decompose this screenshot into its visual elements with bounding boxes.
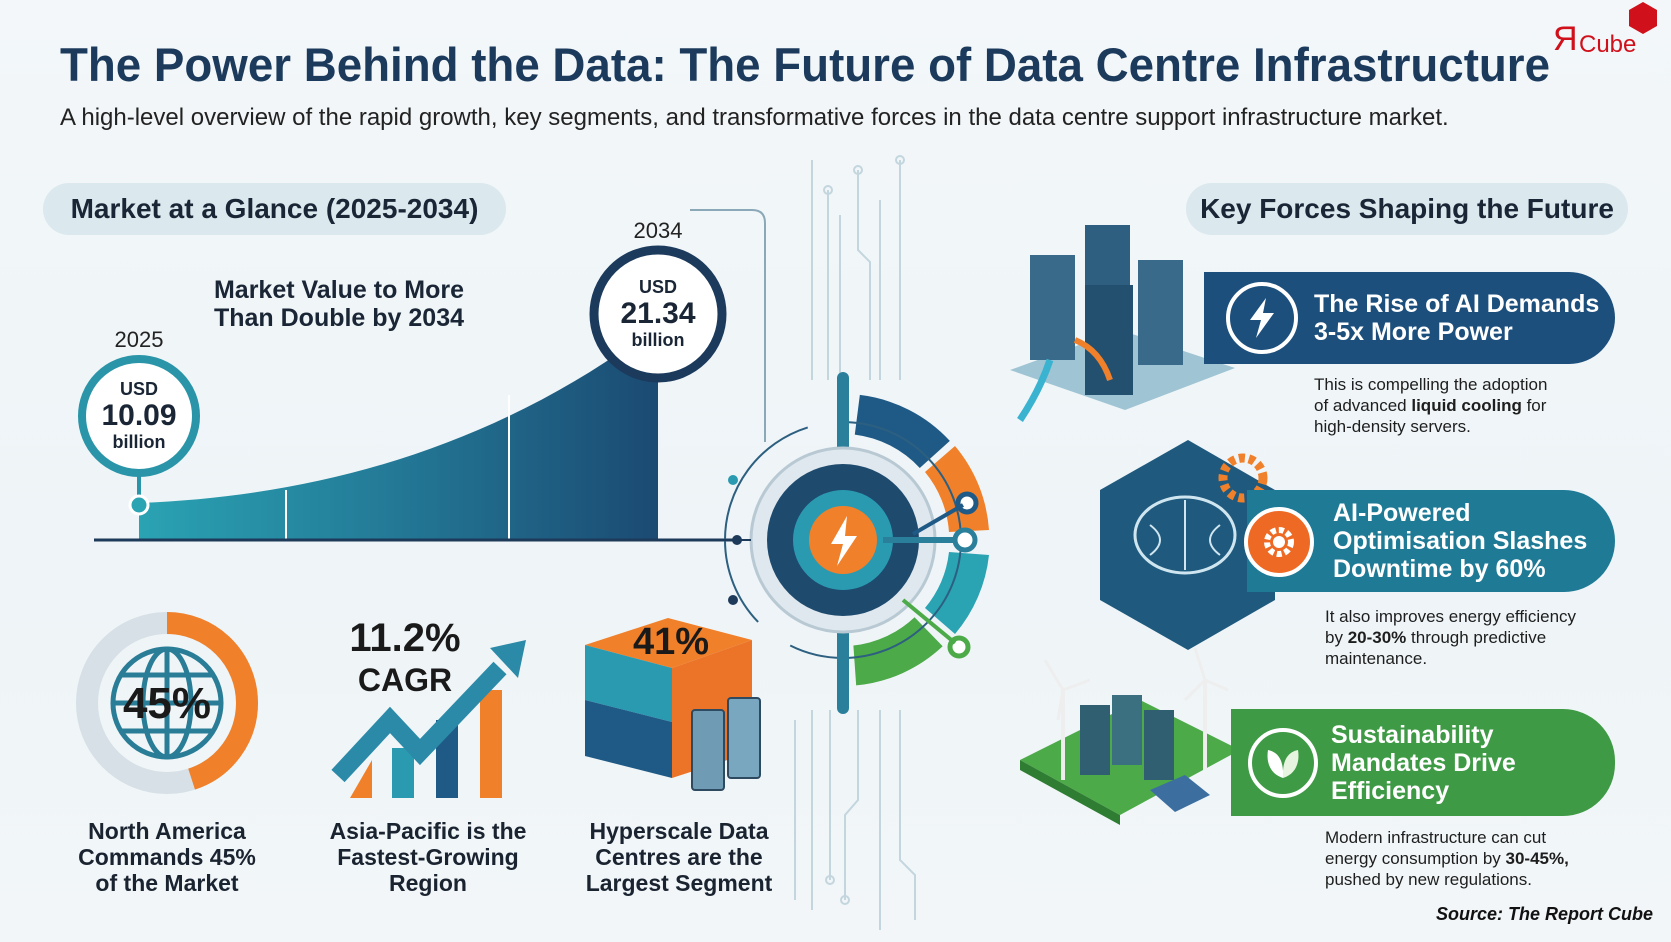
value: 10.09 [101, 399, 177, 432]
market-growth-area [78, 209, 766, 545]
headline-line: Than Double by 2034 [213, 304, 465, 332]
force-ai-power-desc: This is compelling the adoption of advan… [1314, 374, 1547, 437]
server-cooling-illustration [1010, 225, 1235, 422]
caption-line: Largest Segment [585, 870, 773, 896]
power-hub-graphic [695, 372, 989, 714]
lightning-icon [1226, 282, 1298, 354]
caption-line: North America [88, 818, 246, 844]
north-america-share: 45% [122, 679, 212, 728]
key-forces-label: Key Forces Shaping the Future [1186, 183, 1628, 235]
desc-highlight: 30-45%, [1505, 849, 1569, 868]
desc-highlight: 20-30% [1347, 628, 1407, 647]
brain-icon [1133, 495, 1237, 575]
page-subtitle: A high-level overview of the rapid growt… [60, 104, 1449, 131]
currency: USD [119, 379, 159, 399]
gear-icon [1218, 453, 1268, 503]
circuit-lines [794, 155, 916, 930]
svg-text:Cube: Cube [1579, 31, 1636, 58]
cagr-value: 11.2% [349, 616, 461, 660]
arrow-head-icon [490, 640, 526, 678]
desc-line: This is compelling the adoption [1314, 375, 1548, 394]
caption-line: Commands 45% [78, 844, 256, 870]
lightning-icon [831, 516, 857, 566]
value: 21.34 [620, 297, 696, 330]
headline-line: Market Value to More [213, 276, 465, 304]
north-america-donut [76, 612, 258, 794]
desc-highlight: liquid cooling [1411, 396, 1522, 415]
ribbon-title-line: Mandates Drive [1331, 748, 1516, 777]
globe-icon [110, 646, 224, 760]
ribbon-title-line: The Rise of AI Demands [1314, 290, 1600, 318]
desc-line: It also improves energy efficiency [1325, 607, 1577, 626]
hyperscale-share: 41% [632, 621, 710, 663]
market-at-a-glance-label: Market at a Glance (2025-2034) [43, 183, 506, 235]
server-rack-icon [691, 697, 761, 791]
unit: billion [631, 330, 685, 350]
caption-line: Centres are the [595, 844, 763, 870]
hyperscale-caption: Hyperscale Data Centres are the Largest Se… [586, 818, 773, 896]
report-cube-logo: Я Cube [1551, 0, 1663, 60]
source-credit: Source: The Report Cube [1435, 904, 1653, 924]
share-arc [76, 612, 258, 794]
page-title: The Power Behind the Data: The Future of… [60, 38, 1551, 91]
ribbon-title-line: Sustainability [1331, 720, 1494, 749]
asia-pacific-caption: Asia-Pacific is the Fastest-Growing Region [330, 818, 527, 896]
force-sustainability-desc: Modern infrastructure can cut energy con… [1325, 827, 1569, 890]
desc-text: for [1521, 396, 1547, 415]
bubble-2034 [589, 245, 727, 383]
currency: USD [638, 277, 678, 297]
growth-arrow-chart [331, 640, 526, 798]
desc-text: by [1325, 628, 1348, 647]
cagr-label: CAGR [357, 662, 453, 698]
start-year: 2025 [114, 327, 164, 352]
desc-text: through predictive [1406, 628, 1547, 647]
desc-line: high-density servers. [1314, 417, 1471, 436]
desc-line: Modern infrastructure can cut [1325, 828, 1547, 847]
ai-brain-illustration [1100, 440, 1275, 650]
ribbon-title-line: Downtime by 60% [1333, 555, 1546, 583]
unit: billion [112, 432, 166, 452]
caption-line: Region [389, 870, 467, 896]
desc-text: of advanced [1314, 396, 1412, 415]
caption-line: Hyperscale Data [589, 818, 769, 844]
gear-icon [1244, 507, 1314, 577]
ribbon-title-line: AI-Powered [1333, 499, 1471, 527]
start-value-bubble: USD 10.09 billion [101, 379, 176, 453]
ribbon-title-line: Efficiency [1331, 776, 1450, 805]
desc-line: maintenance. [1325, 649, 1428, 668]
ribbon-title-line: 3-5x More Power [1314, 318, 1513, 346]
force-ai-optimisation-desc: It also improves energy efficiency by 20… [1325, 606, 1576, 669]
leaf-icon [1248, 728, 1318, 798]
caption-line: Fastest-Growing [337, 844, 519, 870]
hyperscale-cube-graphic [585, 618, 761, 791]
solar-panel-icon [1150, 775, 1210, 812]
caption-line: Asia-Pacific is the [329, 818, 527, 844]
end-value-bubble: USD 21.34 billion [620, 277, 695, 351]
caption-line: of the Market [95, 870, 239, 896]
green-energy-illustration [1020, 647, 1240, 825]
svg-text:Я: Я [1553, 20, 1578, 58]
end-year: 2034 [633, 218, 683, 243]
bubble-2025 [78, 355, 200, 477]
desc-line: pushed by new regulations. [1325, 870, 1532, 889]
market-headline: Market Value to More Than Double by 2034 [214, 276, 464, 332]
north-america-caption: North America Commands 45% of the Market [78, 818, 256, 896]
ribbon-title-line: Optimisation Slashes [1333, 527, 1588, 555]
desc-text: energy consumption by [1325, 849, 1506, 868]
